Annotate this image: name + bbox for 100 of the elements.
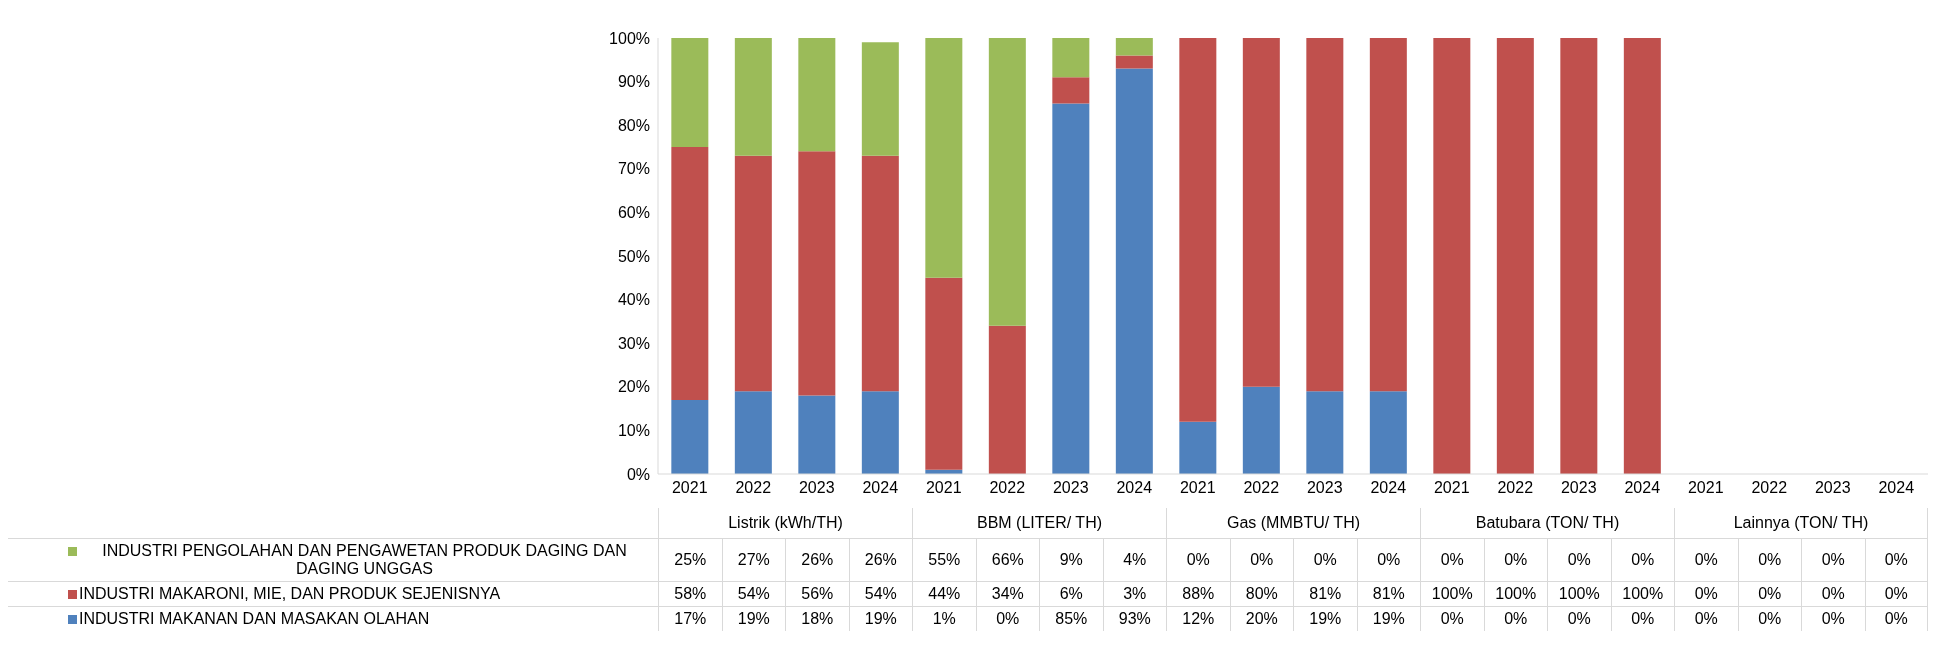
data-label: 0% bbox=[1864, 538, 1928, 581]
data-label: 0% bbox=[1420, 538, 1484, 581]
data-label: 26% bbox=[785, 538, 849, 581]
data-label: 81% bbox=[1293, 581, 1357, 606]
data-label: 12% bbox=[1166, 606, 1230, 631]
x-tick-label: 2022 bbox=[989, 479, 1026, 497]
bar bbox=[1369, 391, 1407, 474]
bar bbox=[1052, 38, 1090, 78]
data-label: 0% bbox=[1610, 538, 1674, 581]
data-label: 25% bbox=[658, 538, 722, 581]
text: Lainnya (TON/ TH) bbox=[1674, 508, 1928, 538]
data-label: 58% bbox=[658, 581, 722, 606]
bar bbox=[861, 391, 899, 474]
bar bbox=[734, 391, 772, 474]
data-label: 0% bbox=[1801, 606, 1865, 631]
bar bbox=[925, 277, 963, 470]
bar bbox=[988, 38, 1026, 326]
x-tick-label: 2022 bbox=[1243, 479, 1280, 497]
data-label: 100% bbox=[1420, 581, 1484, 606]
data-label: 6% bbox=[1039, 581, 1103, 606]
data-label: 0% bbox=[1864, 606, 1928, 631]
data-label: 0% bbox=[1737, 538, 1801, 581]
data-label: 0% bbox=[1166, 538, 1230, 581]
x-tick-label: 2023 bbox=[1306, 479, 1343, 497]
text: Gas (MMBTU/ TH) bbox=[1166, 508, 1420, 538]
data-label: 54% bbox=[721, 581, 785, 606]
x-tick-label: 2023 bbox=[1052, 479, 1089, 497]
bar bbox=[988, 325, 1026, 474]
data-label: 88% bbox=[1166, 581, 1230, 606]
x-tick-label: 2021 bbox=[1179, 479, 1216, 497]
data-label: 0% bbox=[1801, 538, 1865, 581]
data-label: 56% bbox=[785, 581, 849, 606]
x-tick-label: 2022 bbox=[1751, 479, 1788, 497]
x-tick-label: 2024 bbox=[862, 479, 899, 497]
data-label: 19% bbox=[1293, 606, 1357, 631]
bar bbox=[861, 155, 899, 392]
data-label: 0% bbox=[1674, 581, 1738, 606]
x-tick-label: 2021 bbox=[1433, 479, 1470, 497]
bar bbox=[1179, 38, 1217, 422]
y-tick-label: 50% bbox=[617, 247, 650, 265]
bar bbox=[1179, 421, 1217, 474]
y-tick-label: 60% bbox=[617, 204, 650, 222]
bar bbox=[1115, 68, 1153, 474]
data-label: 0% bbox=[975, 606, 1039, 631]
bar bbox=[734, 155, 772, 392]
bar bbox=[798, 38, 836, 152]
data-label: 0% bbox=[1737, 606, 1801, 631]
data-label: 4% bbox=[1102, 538, 1166, 581]
y-tick-label: 40% bbox=[617, 291, 650, 309]
data-label: 3% bbox=[1102, 581, 1166, 606]
legend-label: INDUSTRI PENGOLAHAN DAN PENGAWETAN PRODUK DAGING DAN DAGING UNGGAS bbox=[101, 542, 628, 578]
bar bbox=[1242, 386, 1280, 474]
x-tick-label: 2022 bbox=[1497, 479, 1534, 497]
data-label: 1% bbox=[912, 606, 976, 631]
x-tick-label: 2024 bbox=[1624, 479, 1661, 497]
data-label: 34% bbox=[975, 581, 1039, 606]
bar bbox=[1433, 38, 1471, 474]
x-tick-label: 2024 bbox=[1878, 479, 1915, 497]
bar bbox=[798, 151, 836, 396]
data-label: 0% bbox=[1610, 606, 1674, 631]
y-tick-label: 100% bbox=[609, 29, 650, 47]
y-tick-label: 70% bbox=[617, 160, 650, 178]
data-label: 19% bbox=[1356, 606, 1420, 631]
y-tick-label: 80% bbox=[617, 116, 650, 134]
bar bbox=[671, 38, 709, 147]
text: BBM (LITER/ TH) bbox=[912, 508, 1166, 538]
data-label: 80% bbox=[1229, 581, 1293, 606]
data-label: 0% bbox=[1420, 606, 1484, 631]
data-label: 54% bbox=[848, 581, 912, 606]
data-label: 9% bbox=[1039, 538, 1103, 581]
y-tick-label: 30% bbox=[617, 334, 650, 352]
data-label: 100% bbox=[1547, 581, 1611, 606]
bar bbox=[1306, 38, 1344, 392]
data-label: 0% bbox=[1737, 581, 1801, 606]
x-tick-label: 2021 bbox=[671, 479, 708, 497]
bar bbox=[1242, 38, 1280, 387]
bar bbox=[1115, 55, 1153, 69]
bar bbox=[671, 147, 709, 400]
bar bbox=[861, 42, 899, 156]
data-label: 100% bbox=[1483, 581, 1547, 606]
y-tick-label: 90% bbox=[617, 73, 650, 91]
bar bbox=[925, 38, 963, 278]
data-label: 19% bbox=[848, 606, 912, 631]
bar bbox=[1496, 38, 1534, 474]
y-tick-label: 20% bbox=[617, 378, 650, 396]
legend-label: INDUSTRI MAKARONI, MIE, DAN PRODUK SEJENISNYA bbox=[79, 585, 501, 603]
data-label: 26% bbox=[848, 538, 912, 581]
x-tick-label: 2023 bbox=[798, 479, 835, 497]
data-label: 100% bbox=[1610, 581, 1674, 606]
data-label: 17% bbox=[658, 606, 722, 631]
data-label: 27% bbox=[721, 538, 785, 581]
data-label: 0% bbox=[1674, 606, 1738, 631]
x-tick-label: 2022 bbox=[735, 479, 772, 497]
bar bbox=[671, 399, 709, 474]
data-label: 0% bbox=[1547, 538, 1611, 581]
x-tick-label: 2021 bbox=[1687, 479, 1724, 497]
bar bbox=[1560, 38, 1598, 474]
x-tick-label: 2024 bbox=[1370, 479, 1407, 497]
data-label: 0% bbox=[1864, 581, 1928, 606]
bar bbox=[1306, 391, 1344, 474]
